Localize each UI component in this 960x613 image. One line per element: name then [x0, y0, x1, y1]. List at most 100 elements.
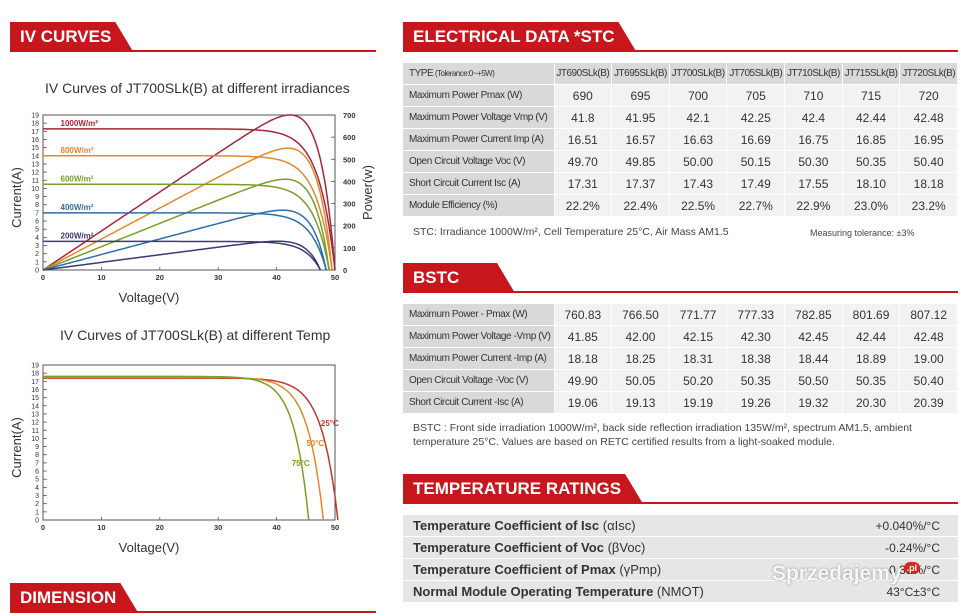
bstc-table-row: Maximum Power - Pmax (W) 760.83 766.50 771.…	[403, 304, 958, 326]
temperature-ratings-title: TEMPERATURE RATINGS	[403, 474, 643, 504]
value-cell: 18.31	[669, 347, 728, 370]
value-cell: 715	[842, 84, 901, 107]
temperature-value: +0.040%/°C	[875, 518, 940, 533]
value-cell: 18.25	[611, 347, 670, 370]
power-curve-1	[42, 147, 333, 271]
watermark-logo: Sprzedajemy .pl	[772, 562, 921, 586]
value-cell: 22.7%	[726, 194, 786, 217]
power-curve-4	[42, 240, 322, 271]
y-tick-label: 12	[31, 170, 39, 177]
series-label: 1000W/m²	[61, 119, 99, 128]
power-curve-2	[42, 178, 330, 271]
value-cell: 16.57	[611, 128, 670, 151]
value-cell: 16.69	[726, 128, 786, 151]
y-tick-label: 14	[31, 153, 39, 160]
value-cell: 19.32	[784, 391, 843, 414]
temperature-value: -0.24%/°C	[885, 540, 940, 555]
bstc-table-row: Maximum Power Current -Imp (A) 18.18 18.25…	[403, 347, 958, 370]
value-cell: 49.90	[554, 369, 613, 392]
y-axis-label: Current(A)	[9, 417, 24, 478]
temperature-row: Temperature Coefficient of Pmax (γPmp)-0…	[403, 559, 958, 580]
value-cell: 18.18	[899, 172, 958, 195]
stc-table-row: Maximum Power Current Imp (A) 16.51 16.57 1…	[403, 128, 958, 151]
temperature-label: Temperature Coefficient of Isc (αIsc)	[413, 518, 636, 533]
watermark-badge: .pl	[903, 562, 921, 574]
y-tick-label: 15	[31, 395, 39, 402]
series-label: 50°C	[306, 439, 324, 448]
type-header-cell: TYPE (Tolerance:0~+5W)	[403, 63, 555, 85]
y-tick-label: 17	[31, 129, 39, 136]
row-label: Open Circuit Voltage -Voc (V)	[403, 369, 555, 392]
temperature-symbol: (NMOT)	[656, 584, 704, 599]
row-label: Maximum Power Current -Imp (A)	[403, 347, 555, 370]
y-tick-label: 6	[35, 219, 39, 226]
value-cell: 17.55	[784, 172, 843, 195]
value-cell: 782.85	[784, 304, 843, 326]
temperature-row: Normal Module Operating Temperature (NMO…	[403, 581, 958, 602]
value-cell: 760.83	[554, 304, 613, 326]
value-cell: 18.10	[842, 172, 901, 195]
value-cell: 42.00	[611, 325, 670, 348]
iv-curve-4	[43, 240, 322, 271]
temperature-row: Temperature Coefficient of Isc (αIsc) +0.…	[403, 515, 958, 536]
y2-tick-label: 700	[343, 111, 356, 120]
value-cell: 18.38	[726, 347, 786, 370]
temperature-symbol: (βVoc)	[607, 540, 646, 555]
model-header-cell: JT715SLk(B)	[842, 63, 901, 85]
value-cell: 50.20	[669, 369, 728, 392]
plot-frame	[42, 364, 336, 521]
model-header-cell: JT695SLk(B)	[611, 63, 670, 85]
y-tick-label: 7	[35, 210, 39, 217]
y-tick-label: 18	[31, 371, 39, 378]
row-unit: (%)	[482, 200, 498, 211]
value-cell: 20.30	[842, 391, 901, 414]
y2-tick-label: 300	[343, 200, 356, 209]
value-cell: 17.37	[611, 172, 670, 195]
value-cell: 690	[554, 84, 613, 107]
row-label: Maximum Power Voltage Vmp (V)	[403, 106, 555, 129]
value-cell: 16.51	[554, 128, 613, 151]
stc-note: STC: Irradiance 1000W/m², Cell Temperatu…	[413, 226, 729, 238]
tolerance-note: Measuring tolerance: ±3%	[810, 228, 915, 238]
iv-curve-1	[43, 155, 333, 271]
row-label: Maximum Power Pmax (W)	[403, 84, 555, 107]
value-cell: 710	[784, 84, 843, 107]
value-cell: 16.85	[842, 128, 901, 151]
row-unit: (V)	[538, 331, 551, 342]
x-tick-label: 20	[156, 273, 164, 282]
stc-table-row: Maximum Power Voltage Vmp (V) 41.8 41.95 42…	[403, 106, 958, 129]
y-tick-label: 14	[31, 403, 39, 410]
electrical-data-header: ELECTRICAL DATA *STC	[403, 22, 958, 52]
value-cell: 695	[611, 84, 670, 107]
y-tick-label: 19	[31, 363, 39, 370]
value-cell: 777.33	[726, 304, 786, 326]
x-tick-label: 0	[41, 523, 45, 532]
row-unit: (V)	[515, 375, 529, 386]
value-cell: 20.39	[899, 391, 958, 414]
value-cell: 19.13	[611, 391, 670, 414]
type-label: TYPE	[409, 68, 434, 79]
x-tick-label: 10	[97, 523, 105, 532]
bstc-table: Maximum Power - Pmax (W) 760.83 766.50 771.…	[403, 304, 958, 414]
bstc-note: BSTC : Front side irradiation 1000W/m², …	[413, 422, 912, 448]
value-cell: 42.1	[669, 106, 728, 129]
bstc-header: BSTC	[403, 263, 958, 293]
value-cell: 23.0%	[842, 194, 901, 217]
x-tick-label: 40	[272, 273, 280, 282]
y-tick-label: 6	[35, 469, 39, 476]
row-label: Module Efficiency (%)	[403, 194, 555, 217]
value-cell: 16.63	[669, 128, 728, 151]
row-unit: (V)	[512, 156, 526, 167]
model-header-cell: JT705SLk(B)	[726, 63, 786, 85]
y2-tick-label: 100	[343, 244, 356, 253]
value-cell: 16.95	[899, 128, 958, 151]
value-cell: 42.48	[899, 106, 958, 129]
y-tick-label: 10	[31, 186, 39, 193]
value-cell: 705	[726, 84, 786, 107]
row-unit: (A)	[531, 134, 544, 145]
row-label: Open Circuit Voltage Voc (V)	[403, 150, 555, 173]
value-cell: 42.45	[784, 325, 843, 348]
y-tick-label: 11	[32, 428, 39, 435]
value-cell: 49.85	[611, 150, 670, 173]
